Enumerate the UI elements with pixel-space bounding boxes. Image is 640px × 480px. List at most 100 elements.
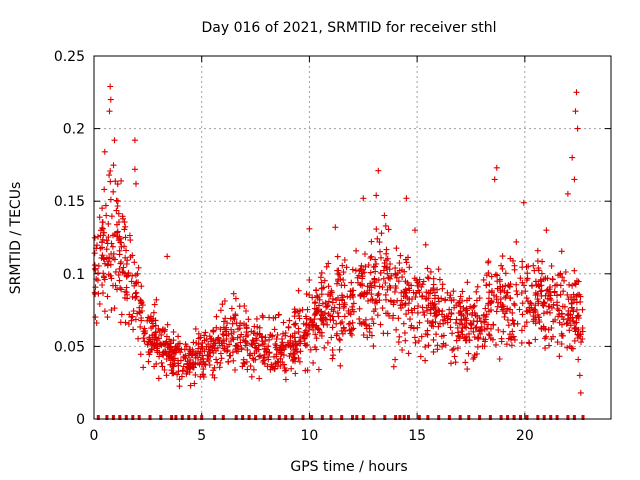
data-point <box>329 313 336 320</box>
data-point <box>549 276 556 283</box>
data-point-outlier <box>571 176 578 183</box>
data-point <box>117 284 124 291</box>
data-point <box>471 302 478 309</box>
data-point <box>324 339 331 346</box>
data-point <box>182 355 189 362</box>
data-point <box>541 299 548 306</box>
data-point <box>525 339 532 346</box>
data-point <box>226 352 233 359</box>
data-point <box>319 285 325 292</box>
data-point <box>469 312 475 318</box>
data-point <box>176 376 183 383</box>
data-point <box>421 312 428 319</box>
data-point <box>559 274 566 281</box>
data-point <box>360 332 367 338</box>
data-point <box>289 357 296 364</box>
data-point <box>545 303 552 310</box>
data-point <box>364 334 371 341</box>
data-point <box>211 374 218 381</box>
data-point <box>282 330 289 336</box>
data-point <box>463 307 470 314</box>
zero-value-marker <box>512 415 516 420</box>
data-point <box>468 325 474 332</box>
data-point <box>392 265 399 272</box>
data-point <box>323 263 330 270</box>
zero-value-marker <box>581 415 585 420</box>
data-point <box>130 326 137 333</box>
data-point <box>471 334 478 341</box>
data-point <box>392 356 399 363</box>
data-point <box>110 162 117 169</box>
data-point <box>453 316 460 323</box>
data-point <box>550 333 556 340</box>
data-point <box>353 247 360 254</box>
data-point <box>294 308 301 315</box>
data-point <box>247 363 254 370</box>
data-point <box>411 275 418 282</box>
data-point <box>281 346 288 353</box>
data-point <box>225 331 232 338</box>
data-point <box>368 332 375 339</box>
data-point-outlier <box>375 167 382 174</box>
data-point <box>213 356 220 363</box>
data-point <box>413 290 420 297</box>
data-point <box>237 339 244 346</box>
data-point <box>374 312 381 319</box>
data-point <box>435 298 442 305</box>
data-point <box>336 346 343 353</box>
data-point <box>216 364 223 371</box>
data-point <box>137 309 144 316</box>
data-point <box>490 322 497 328</box>
data-point <box>137 323 144 330</box>
data-point <box>481 318 488 325</box>
data-point <box>295 328 302 335</box>
data-point <box>149 336 156 343</box>
zero-value-marker <box>488 415 492 420</box>
data-point <box>365 298 371 304</box>
data-point <box>373 260 380 267</box>
data-point <box>521 323 528 330</box>
data-point <box>138 315 145 321</box>
data-point <box>280 319 287 326</box>
data-point <box>152 322 159 329</box>
data-point <box>464 279 471 286</box>
data-point <box>204 356 211 363</box>
data-point <box>507 306 514 313</box>
data-point <box>517 275 524 282</box>
data-point <box>259 312 266 319</box>
data-point <box>190 364 197 371</box>
zero-value-marker <box>372 415 376 420</box>
data-point <box>396 333 403 340</box>
data-point <box>399 274 406 281</box>
data-point <box>230 290 237 297</box>
data-point <box>464 366 471 373</box>
data-point-outlier <box>360 195 367 202</box>
data-point <box>327 316 334 323</box>
data-point-outlier <box>106 172 113 179</box>
data-point-outlier <box>107 96 114 103</box>
data-point <box>240 356 247 363</box>
data-point <box>162 348 169 355</box>
data-point <box>112 282 119 289</box>
data-point <box>337 362 344 369</box>
data-point <box>335 313 342 320</box>
data-point <box>499 265 506 272</box>
data-point <box>296 358 303 365</box>
data-point <box>385 226 392 233</box>
data-point <box>188 352 195 359</box>
data-point <box>175 333 182 340</box>
data-point <box>348 279 355 286</box>
data-point <box>318 279 325 286</box>
data-point <box>270 315 277 322</box>
data-point <box>432 292 438 299</box>
data-point <box>570 296 577 303</box>
data-point <box>494 303 501 310</box>
zero-value-marker <box>290 415 294 420</box>
data-point <box>116 247 123 254</box>
data-point <box>211 364 218 371</box>
data-point <box>256 324 263 331</box>
data-point <box>402 293 409 300</box>
data-point <box>430 302 437 308</box>
data-point <box>511 300 518 307</box>
data-point <box>532 336 539 343</box>
